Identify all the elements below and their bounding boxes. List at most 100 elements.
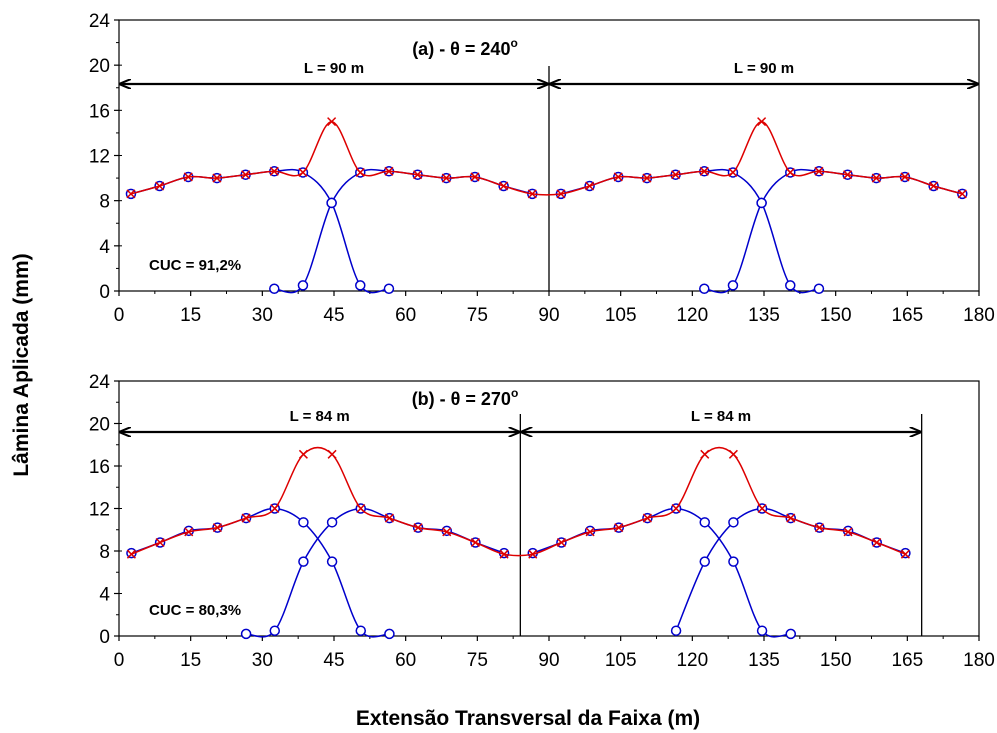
x-tick-label: 75	[467, 305, 488, 326]
x-tick-label: 165	[891, 650, 923, 671]
span-label: L = 84 m	[290, 408, 350, 425]
y-tick-label: 16	[89, 101, 110, 122]
individual-point-circle	[355, 625, 367, 636]
individual-point-circle	[785, 280, 796, 291]
combined-point-x	[900, 549, 910, 559]
individual-point-circle	[326, 556, 338, 567]
x-tick-label: 180	[963, 305, 995, 326]
individual-depth-line	[704, 168, 963, 294]
individual-point-circle	[699, 517, 711, 528]
combined-point-x	[241, 170, 251, 180]
individual-point-circle	[728, 556, 739, 567]
combined-point-x	[470, 172, 480, 182]
combined-point-x	[356, 503, 366, 514]
combined-point-x	[442, 527, 452, 537]
combined-point-x	[183, 172, 193, 182]
x-axis-label: Extensão Transversal da Faixa (m)	[356, 707, 700, 730]
combined-point-x	[843, 170, 853, 180]
combined-point-x	[470, 537, 480, 548]
y-tick-label: 4	[99, 585, 110, 606]
x-tick-label: 0	[114, 650, 125, 671]
combined-point-x	[900, 172, 910, 182]
x-tick-label: 150	[820, 650, 852, 671]
combined-point-x	[614, 523, 624, 533]
span-label: L = 90 m	[304, 60, 364, 77]
individual-point-circle	[699, 556, 711, 567]
combined-point-x	[327, 117, 337, 127]
combined-point-x	[527, 189, 537, 199]
x-tick-label: 75	[467, 650, 488, 671]
individual-point-circle	[728, 517, 739, 528]
combined-point-x	[642, 513, 652, 523]
combined-point-x	[184, 527, 194, 537]
combined-point-x	[499, 181, 509, 191]
combined-point-x	[212, 173, 222, 183]
combined-point-x	[728, 449, 738, 459]
combined-point-x	[298, 449, 308, 459]
combined-point-x	[642, 173, 652, 183]
y-tick-label: 0	[99, 627, 110, 648]
combined-point-x	[757, 503, 767, 514]
x-tick-label: 135	[748, 305, 780, 326]
combined-point-x	[556, 537, 566, 548]
panel-title-degree: o	[511, 386, 518, 400]
combined-point-x	[785, 167, 795, 177]
combined-point-x	[700, 449, 710, 459]
individual-point-circle	[727, 280, 739, 291]
combined-point-x	[241, 513, 251, 523]
combined-point-x	[441, 173, 451, 183]
combined-point-x	[814, 523, 824, 533]
x-tick-label: 30	[252, 650, 273, 671]
individual-point-circle	[355, 280, 366, 291]
combined-point-x	[671, 170, 681, 180]
combined-point-x	[269, 166, 279, 176]
x-tick-label: 165	[891, 305, 923, 326]
y-axis-label: Lâmina Aplicada (mm)	[10, 253, 33, 476]
x-tick-label: 150	[820, 305, 852, 326]
x-tick-label: 45	[323, 305, 344, 326]
individual-point-circle	[813, 283, 825, 294]
x-tick-label: 105	[605, 650, 637, 671]
combined-point-x	[872, 537, 882, 548]
combined-point-x	[585, 527, 595, 537]
combined-point-x	[355, 167, 365, 177]
x-tick-label: 120	[676, 305, 708, 326]
individual-point-circle	[269, 283, 280, 294]
individual-point-circle	[326, 197, 337, 209]
individual-point-circle	[298, 517, 309, 528]
panel-title-degree: o	[510, 36, 517, 50]
x-tick-label: 45	[323, 650, 344, 671]
combined-point-x	[556, 189, 566, 199]
panel-a: 0 4 8 12 16 20 24 0 15 30 45 60 75 90 105 120 135 150 165 1…	[89, 11, 995, 326]
y-tick-label: 12	[89, 147, 110, 168]
combined-point-x	[270, 503, 280, 514]
combined-point-x	[613, 172, 623, 182]
x-tick-label: 90	[538, 305, 559, 326]
combined-point-x	[155, 537, 165, 548]
y-tick-label: 4	[99, 237, 110, 258]
individual-point-circle	[384, 628, 395, 640]
panel-title: (a) - θ = 240o	[412, 36, 518, 59]
individual-depth-line	[675, 507, 906, 631]
combined-point-x	[212, 523, 222, 533]
combined-point-x	[413, 523, 423, 533]
combined-depth-line	[131, 446, 906, 557]
x-tick-label: 60	[395, 305, 416, 326]
combined-point-x	[929, 181, 939, 191]
panel-title: (b) - θ = 270o	[412, 386, 519, 409]
individual-point-circle	[298, 556, 309, 567]
combined-point-x	[528, 549, 538, 559]
x-tick-label: 135	[748, 650, 780, 671]
panel-b: 0 4 8 12 16 20 24 0 15 30 45 60 75 90 105 120 135 150 165 1…	[89, 372, 995, 671]
combined-depth-line	[130, 120, 963, 196]
combined-point-x	[757, 117, 767, 127]
individual-point-circle	[670, 625, 682, 636]
combined-point-x	[499, 549, 509, 559]
combined-point-x	[957, 189, 967, 199]
y-tick-label: 16	[89, 457, 110, 478]
individual-point-circle	[756, 197, 767, 209]
combined-point-x	[384, 166, 394, 176]
individual-point-circle	[297, 280, 309, 291]
individual-depth-line	[560, 168, 819, 294]
